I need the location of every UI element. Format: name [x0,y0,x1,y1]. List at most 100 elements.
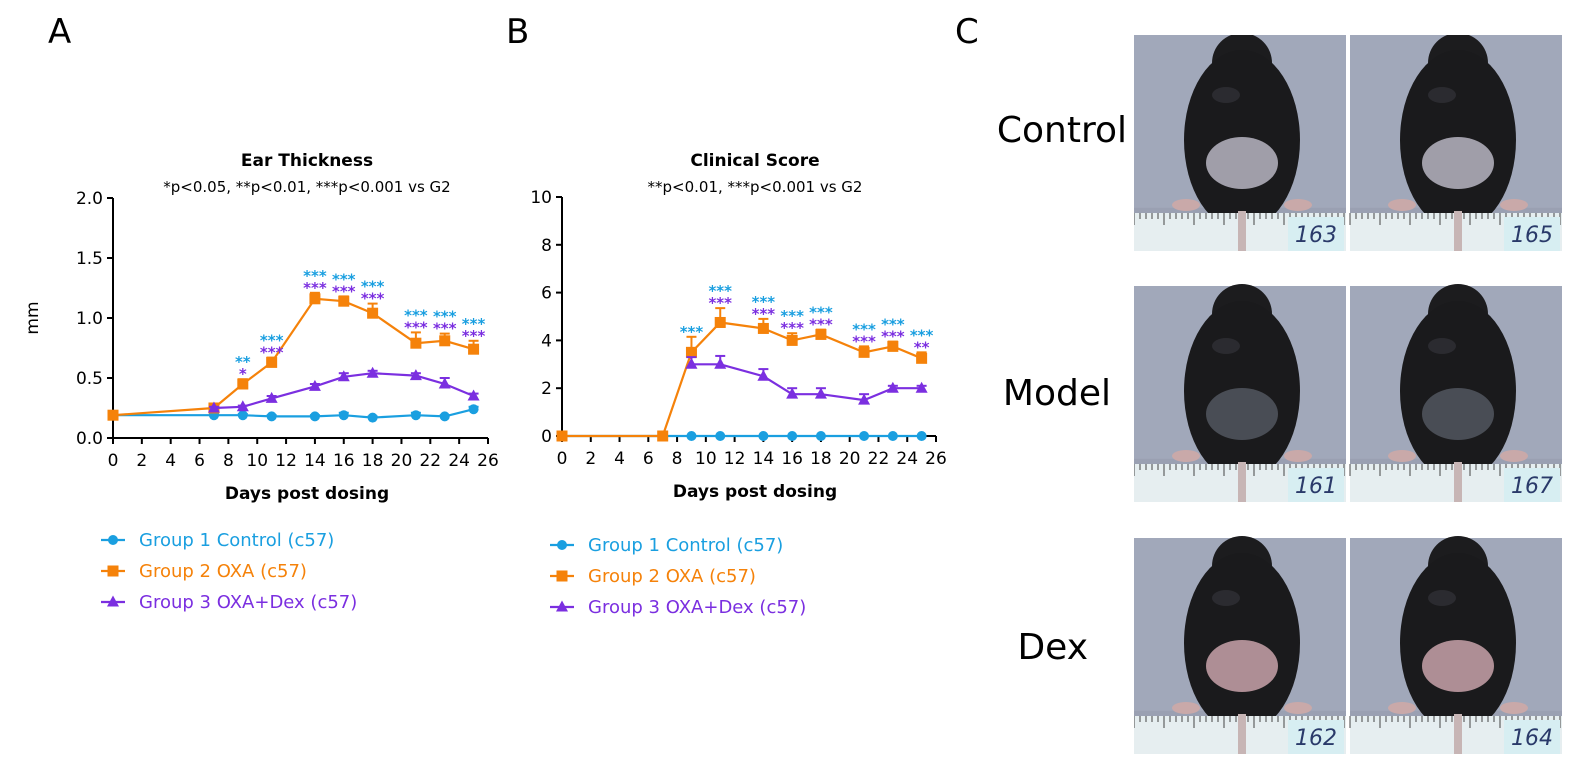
data-point [409,369,422,381]
data-point [266,356,278,368]
data-point [366,366,379,378]
legend-label: Group 3 OXA+Dex (c57) [139,592,357,613]
y-tick-label: 1.5 [76,249,103,269]
mouse-id: 165 [1511,223,1553,248]
significance-mark: *** [752,293,776,311]
legend-label: Group 1 Control (c57) [588,535,783,556]
data-point [308,379,321,391]
row-label-model: Model [1002,373,1111,414]
data-point [786,387,799,399]
significance-mark: *** [433,320,457,338]
ear-thickness-chart: Ear Thickness *p<0.05, **p<0.01, ***p<0.0… [23,151,499,613]
legend-marker [107,565,119,577]
mouse-tail [1454,462,1462,502]
data-point [309,293,321,305]
legend-label: Group 1 Control (c57) [139,530,334,551]
y-tick-label: 0.0 [76,429,103,449]
data-point [237,378,249,390]
data-point [439,335,451,347]
data-point [467,389,480,401]
id-card [1504,217,1560,251]
id-card [1288,468,1344,502]
x-tick-label: 4 [614,449,625,469]
row-label-control: Control [996,110,1127,151]
mouse-tail [1454,211,1462,251]
x-tick-label: 24 [448,451,470,471]
mouse-id: 164 [1511,726,1553,751]
mouse-tail [1454,714,1462,754]
mouse-fur-highlight [1428,87,1456,103]
series-line [691,363,922,402]
chart-title: Clinical Score [690,151,819,171]
data-point [237,410,248,421]
mouse-photo: 164 [1349,536,1562,754]
significance-mark: *** [361,278,385,296]
x-tick-label: 10 [695,449,717,469]
data-point [757,322,769,334]
y-tick-label: 4 [541,331,552,351]
legend-label: Group 2 OXA (c57) [139,561,307,582]
significance-mark: *** [852,320,876,338]
data-point [337,370,350,382]
id-card [1504,468,1560,502]
data-point [468,404,479,415]
significance-mark: *** [332,282,356,300]
data-point [714,316,726,328]
chart-subtitle: *p<0.05, **p<0.01, ***p<0.001 vs G2 [163,178,450,196]
significance-mark: *** [433,308,457,326]
significance-mark: *** [260,332,284,350]
data-point [758,431,769,441]
mouse-fur-highlight [1428,338,1456,354]
series-line [112,297,474,417]
mouse-paw [1388,450,1416,462]
mouse-paw [1172,702,1200,714]
x-tick-label: 20 [839,449,861,469]
x-tick-label: 16 [781,449,803,469]
mouse-paw [1284,199,1312,211]
significance-mark: ** [235,353,251,371]
y-tick-label: 8 [541,236,552,256]
significance-mark: *** [809,304,833,322]
significance-mark: *** [752,305,776,323]
data-point [266,411,277,422]
data-point [556,430,568,442]
mouse-photo: 161 [1134,284,1346,502]
data-point [686,431,697,441]
significance-mark: *** [404,306,428,324]
mouse-photo-grid: 163 165 161 167 162 164 [1134,35,1562,754]
data-point [786,334,798,346]
mouse-paw [1172,450,1200,462]
significance-mark: *** [881,328,905,346]
data-point [887,431,898,441]
significance-mark: *** [462,315,486,333]
x-tick-label: 0 [557,449,568,469]
mouse-tail [1238,462,1246,502]
data-point [410,410,421,421]
significance-mark: *** [332,270,356,288]
shaved-patch [1206,640,1278,692]
data-point [787,431,798,441]
data-point [887,340,899,352]
mouse-photo: 162 [1134,536,1346,754]
x-axis-label: Days post dosing [673,482,837,502]
x-tick-label: 6 [643,449,654,469]
data-point [858,393,871,405]
significance-mark: *** [680,323,704,341]
significance-mark: *** [910,326,934,344]
significance-mark: *** [303,279,327,297]
id-card [1288,720,1344,754]
x-tick-label: 2 [585,449,596,469]
mouse-fur-highlight [1212,338,1240,354]
x-tick-label: 18 [810,449,832,469]
panel-letter-b: B [506,12,530,52]
data-point [207,401,220,413]
x-tick-label: 12 [724,449,746,469]
data-point [309,411,320,422]
y-tick-label: 2 [541,379,552,399]
data-point [367,307,379,319]
x-axis-label: Days post dosing [225,484,389,504]
mouse-paw [1500,450,1528,462]
panel-letter-c: C [955,12,979,52]
mouse-photo: 165 [1349,35,1562,251]
mouse-photo: 167 [1349,284,1562,502]
